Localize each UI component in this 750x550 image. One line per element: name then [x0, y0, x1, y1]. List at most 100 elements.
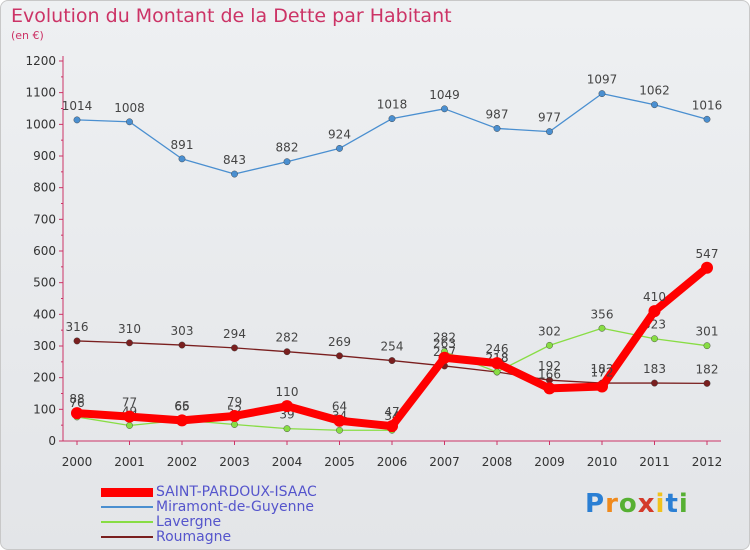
- data-point: [651, 101, 658, 109]
- data-label: 282: [433, 331, 456, 345]
- y-tick-label: 1100: [25, 86, 56, 100]
- data-label: 65: [174, 399, 189, 413]
- data-label: 79: [227, 395, 242, 409]
- legend-swatch: [101, 536, 153, 538]
- data-point: [231, 421, 238, 428]
- logo-letter: P: [585, 489, 606, 519]
- legend-label: Miramont-de-Guyenne: [156, 499, 314, 515]
- x-tick-label: 2009: [534, 455, 565, 469]
- x-tick-label: 2001: [114, 455, 145, 469]
- data-label: 246: [486, 342, 509, 356]
- data-label: 316: [66, 320, 89, 334]
- data-label: 263: [433, 337, 456, 351]
- data-label: 182: [696, 362, 719, 376]
- data-label: 254: [381, 340, 404, 354]
- data-point: [701, 261, 713, 274]
- legend-swatch: [101, 506, 153, 508]
- data-label: 110: [276, 385, 299, 399]
- x-tick-label: 2011: [639, 455, 670, 469]
- x-tick-label: 2006: [377, 455, 408, 469]
- data-label: 1097: [587, 73, 618, 87]
- data-label: 166: [538, 367, 561, 381]
- data-point: [126, 118, 133, 126]
- data-label: 64: [332, 400, 347, 414]
- data-label: 1018: [377, 98, 408, 112]
- x-tick-label: 2005: [324, 455, 355, 469]
- data-label: 66: [174, 399, 189, 413]
- data-point: [651, 335, 658, 343]
- data-point: [176, 414, 188, 427]
- x-tick-label: 2004: [272, 455, 303, 469]
- data-label: 356: [591, 307, 614, 321]
- y-tick-label: 1200: [25, 54, 56, 68]
- data-point: [491, 357, 503, 370]
- logo-letter: i: [678, 489, 689, 519]
- y-tick-label: 400: [33, 307, 56, 321]
- data-point: [228, 409, 241, 422]
- data-point: [283, 425, 291, 433]
- data-point: [651, 379, 658, 387]
- y-tick-label: 900: [33, 149, 56, 163]
- y-tick-label: 100: [33, 402, 56, 416]
- x-tick-label: 2012: [692, 455, 723, 469]
- legend-label: Lavergne: [156, 514, 222, 530]
- data-point: [438, 351, 451, 364]
- data-label: 47: [384, 405, 399, 419]
- data-label: 172: [591, 366, 614, 380]
- data-point: [336, 352, 343, 360]
- data-point: [283, 158, 291, 166]
- data-point: [281, 400, 293, 413]
- data-label: 1016: [692, 98, 723, 112]
- data-point: [336, 144, 343, 152]
- logo-letter: t: [665, 489, 679, 519]
- data-label: 77: [122, 396, 137, 410]
- data-point: [703, 342, 711, 350]
- legend-label: SAINT-PARDOUX-ISAAC: [156, 484, 317, 500]
- data-label: 1062: [639, 84, 670, 98]
- x-tick-label: 2008: [482, 455, 513, 469]
- data-point: [648, 305, 661, 318]
- chart-subtitle: (en €): [11, 29, 44, 42]
- legend-swatch: [101, 521, 153, 523]
- data-point: [388, 115, 396, 123]
- data-point: [73, 337, 81, 345]
- y-tick-label: 800: [33, 181, 56, 195]
- data-point: [336, 426, 343, 434]
- x-tick-label: 2000: [62, 455, 93, 469]
- data-label: 282: [276, 331, 299, 345]
- data-label: 882: [276, 141, 299, 155]
- chart-title: Evolution du Montant de la Dette par Hab…: [11, 5, 452, 27]
- series-saint-pardoux-isaac: 88 77 65 79 110 64 47 263 246 166 172 410 547: [69, 247, 718, 433]
- proxiti-logo: Proxiti: [585, 489, 689, 519]
- y-tick-label: 500: [33, 276, 56, 290]
- x-tick-label: 2007: [429, 455, 460, 469]
- legend-label: Roumagne: [156, 529, 232, 545]
- data-point: [231, 170, 238, 178]
- data-point: [493, 125, 501, 132]
- data-point: [388, 357, 396, 364]
- data-point: [333, 414, 346, 427]
- data-point: [546, 128, 553, 136]
- x-tick-label: 2010: [587, 455, 618, 469]
- y-tick-label: 200: [33, 371, 56, 385]
- logo-letter: r: [605, 489, 619, 519]
- data-label: 310: [118, 322, 141, 336]
- data-label: 843: [223, 153, 246, 167]
- data-point: [231, 344, 238, 352]
- data-point: [123, 410, 136, 423]
- data-label: 924: [328, 127, 351, 141]
- data-label: 303: [171, 324, 194, 338]
- y-tick-label: 600: [33, 244, 56, 258]
- data-point: [126, 422, 133, 429]
- data-label: 192: [538, 359, 561, 373]
- y-tick-label: 700: [33, 212, 56, 226]
- data-point: [598, 324, 606, 332]
- data-point: [493, 368, 501, 376]
- data-point: [546, 341, 553, 349]
- data-label: 302: [538, 324, 561, 338]
- data-label: 76: [69, 396, 84, 410]
- data-label: 88: [69, 392, 84, 406]
- data-point: [703, 379, 711, 387]
- data-point: [283, 348, 291, 356]
